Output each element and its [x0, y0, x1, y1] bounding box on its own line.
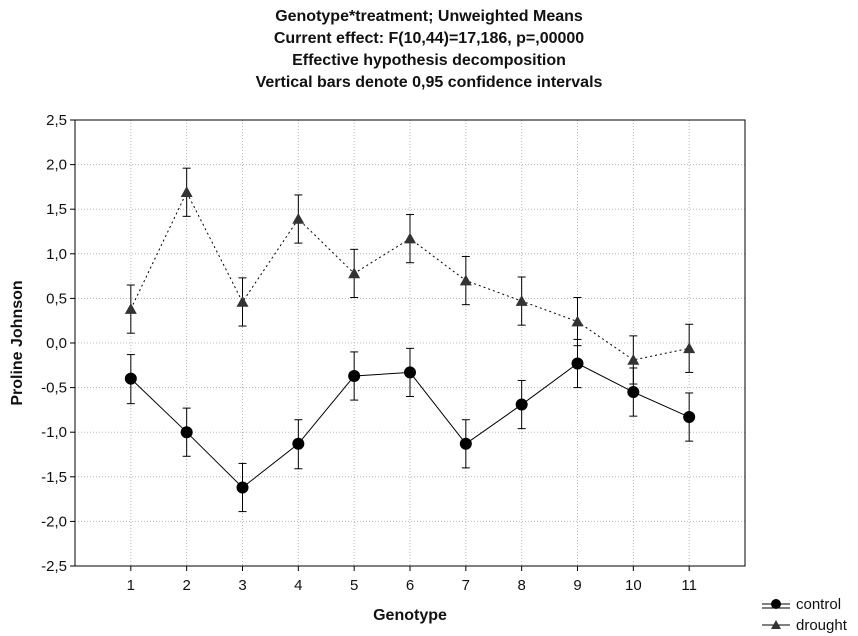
y-tick-label: 0,5	[46, 290, 67, 307]
y-tick-label: -2,5	[41, 558, 67, 575]
data-point-drought	[627, 353, 640, 365]
y-tick-label: -0,5	[41, 380, 67, 397]
x-axis-ticks: 1 2 3 4 5 6 7 8 9 10 11	[127, 566, 697, 594]
x-tick-label: 11	[681, 577, 697, 594]
legend-marker-triangle	[771, 620, 781, 629]
data-point-control	[236, 481, 249, 494]
data-point-control	[180, 426, 193, 439]
data-point-drought	[124, 303, 137, 314]
legend-label: control	[796, 596, 841, 613]
legend-label: drought	[796, 617, 848, 634]
legend-item-control: control	[762, 596, 841, 613]
data-point-control	[683, 411, 696, 424]
data-point-control	[515, 398, 528, 411]
data-point-drought	[515, 295, 528, 306]
legend-item-drought: drought	[762, 617, 848, 634]
chart-title-line-2: Current effect: F(10,44)=17,186, p=,0000…	[273, 30, 585, 47]
chart-title-line-3: Effective hypothesis decomposition	[292, 52, 566, 69]
data-point-control	[124, 372, 137, 385]
chart-title-line-4: Vertical bars denote 0,95 confidence int…	[255, 74, 603, 91]
data-point-drought	[571, 315, 584, 327]
y-tick-label: 2,0	[46, 157, 67, 174]
data-point-control	[404, 366, 416, 379]
x-tick-label: 3	[238, 577, 246, 594]
legend: control drought	[762, 596, 848, 634]
data-point-drought	[348, 267, 361, 279]
x-tick-label: 4	[294, 577, 302, 594]
y-tick-label: 0,0	[46, 335, 67, 352]
legend-marker-circle	[771, 599, 781, 609]
x-tick-label: 7	[462, 577, 470, 594]
x-axis-label: Genotype	[373, 607, 447, 624]
chart-title-line-1: Genotype*treatment; Unweighted Means	[275, 8, 583, 25]
x-tick-label: 6	[406, 577, 414, 594]
y-tick-label: 2,5	[46, 112, 67, 129]
data-point-control	[348, 370, 361, 383]
data-point-drought	[236, 295, 249, 307]
x-tick-label: 1	[127, 577, 135, 594]
data-point-control	[459, 437, 472, 450]
series-layer	[124, 167, 696, 513]
series-control	[124, 338, 696, 513]
y-axis-ticks: 2,5 2,0 1,5 1,0 0,5 0,0 -0,5 -1,0 -1,5 -2,0 -2,5	[41, 112, 75, 575]
series-drought	[124, 167, 696, 385]
x-tick-label: 9	[573, 577, 581, 594]
data-point-drought	[180, 186, 193, 198]
data-point-control	[571, 357, 584, 370]
data-point-drought	[459, 274, 472, 286]
x-tick-label: 2	[182, 577, 190, 594]
x-tick-label: 8	[517, 577, 525, 594]
y-tick-label: 1,5	[46, 201, 67, 218]
y-axis-label: Proline Johnson	[9, 280, 26, 405]
x-tick-label: 5	[350, 577, 358, 594]
data-point-control	[627, 386, 640, 399]
data-point-drought	[292, 213, 305, 224]
y-tick-label: -1,0	[41, 424, 67, 441]
data-point-control	[292, 437, 305, 450]
data-point-drought	[404, 232, 416, 244]
y-tick-label: -1,5	[41, 469, 67, 486]
x-tick-label: 10	[625, 577, 642, 594]
y-tick-label: -2,0	[41, 513, 67, 530]
chart-title-block: Genotype*treatment; Unweighted Means Cur…	[0, 6, 858, 94]
y-tick-label: 1,0	[46, 246, 67, 263]
grid	[75, 119, 745, 567]
data-point-drought	[683, 342, 696, 354]
